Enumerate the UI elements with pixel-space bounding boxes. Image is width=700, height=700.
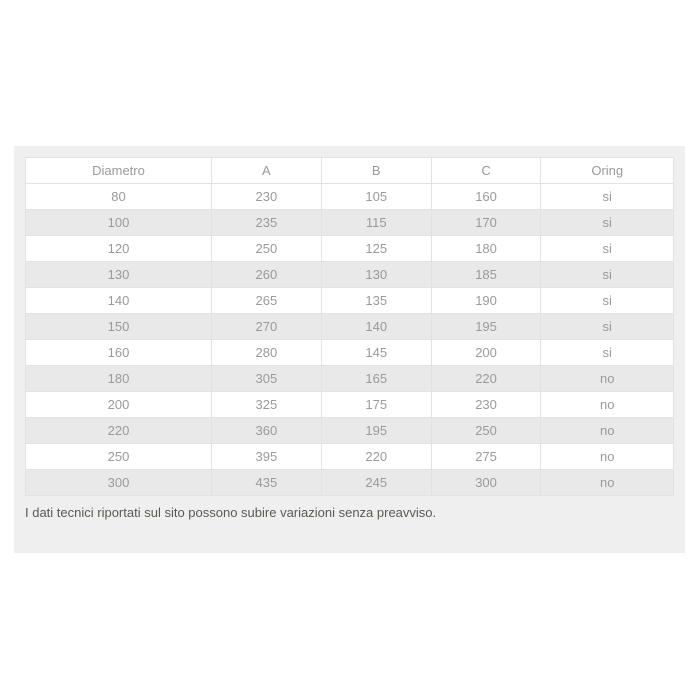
cell-b: 125 [320,235,432,262]
cell-diametro: 80 [25,183,212,210]
cell-a: 280 [210,339,322,366]
cell-a: 260 [210,261,322,288]
cell-oring: no [540,365,674,392]
cell-diametro: 160 [25,339,212,366]
cell-diametro: 200 [25,391,212,418]
cell-a: 360 [210,417,322,444]
cell-oring: si [540,183,674,210]
cell-c: 275 [430,443,542,470]
table-row: 180 305 165 220 no [25,365,674,392]
table-row: 100 235 115 170 si [25,209,674,236]
spec-table: Diametro A B C Oring 80 230 105 160 si 1… [25,157,674,496]
header-row: Diametro A B C Oring [25,157,674,184]
cell-c: 180 [430,235,542,262]
cell-b: 245 [320,469,432,496]
cell-c: 300 [430,469,542,496]
cell-oring: no [540,443,674,470]
table-body: 80 230 105 160 si 100 235 115 170 si 120 [25,183,674,496]
cell-a: 435 [210,469,322,496]
cell-c: 250 [430,417,542,444]
cell-a: 250 [210,235,322,262]
table-row: 130 260 130 185 si [25,261,674,288]
column-header-diametro: Diametro [25,157,212,184]
cell-diametro: 140 [25,287,212,314]
cell-b: 130 [320,261,432,288]
cell-diametro: 120 [25,235,212,262]
table-row: 80 230 105 160 si [25,183,674,210]
cell-a: 230 [210,183,322,210]
cell-a: 265 [210,287,322,314]
cell-oring: si [540,261,674,288]
cell-oring: si [540,287,674,314]
cell-oring: no [540,417,674,444]
spec-panel: Diametro A B C Oring 80 230 105 160 si 1… [14,146,685,553]
cell-b: 135 [320,287,432,314]
cell-b: 140 [320,313,432,340]
table-header: Diametro A B C Oring [25,157,674,184]
cell-diametro: 150 [25,313,212,340]
cell-c: 170 [430,209,542,236]
cell-oring: si [540,209,674,236]
cell-oring: no [540,469,674,496]
cell-a: 270 [210,313,322,340]
cell-c: 190 [430,287,542,314]
table-row: 200 325 175 230 no [25,391,674,418]
cell-oring: si [540,235,674,262]
cell-oring: no [540,391,674,418]
cell-a: 325 [210,391,322,418]
table-row: 250 395 220 275 no [25,443,674,470]
table-row: 160 280 145 200 si [25,339,674,366]
column-header-a: A [210,157,322,184]
cell-b: 165 [320,365,432,392]
cell-b: 105 [320,183,432,210]
cell-b: 115 [320,209,432,236]
cell-diametro: 300 [25,469,212,496]
column-header-b: B [320,157,432,184]
table-row: 300 435 245 300 no [25,469,674,496]
cell-a: 235 [210,209,322,236]
cell-c: 200 [430,339,542,366]
column-header-oring: Oring [540,157,674,184]
cell-b: 195 [320,417,432,444]
cell-oring: si [540,339,674,366]
table-row: 220 360 195 250 no [25,417,674,444]
cell-diametro: 180 [25,365,212,392]
cell-diametro: 220 [25,417,212,444]
cell-c: 160 [430,183,542,210]
table-row: 150 270 140 195 si [25,313,674,340]
cell-a: 395 [210,443,322,470]
disclaimer-note: I dati tecnici riportati sul sito posson… [25,505,437,520]
cell-oring: si [540,313,674,340]
cell-c: 195 [430,313,542,340]
cell-c: 230 [430,391,542,418]
cell-b: 175 [320,391,432,418]
cell-diametro: 250 [25,443,212,470]
table-row: 120 250 125 180 si [25,235,674,262]
table-row: 140 265 135 190 si [25,287,674,314]
cell-c: 220 [430,365,542,392]
column-header-c: C [430,157,542,184]
cell-c: 185 [430,261,542,288]
cell-a: 305 [210,365,322,392]
cell-diametro: 100 [25,209,212,236]
cell-diametro: 130 [25,261,212,288]
cell-b: 145 [320,339,432,366]
cell-b: 220 [320,443,432,470]
